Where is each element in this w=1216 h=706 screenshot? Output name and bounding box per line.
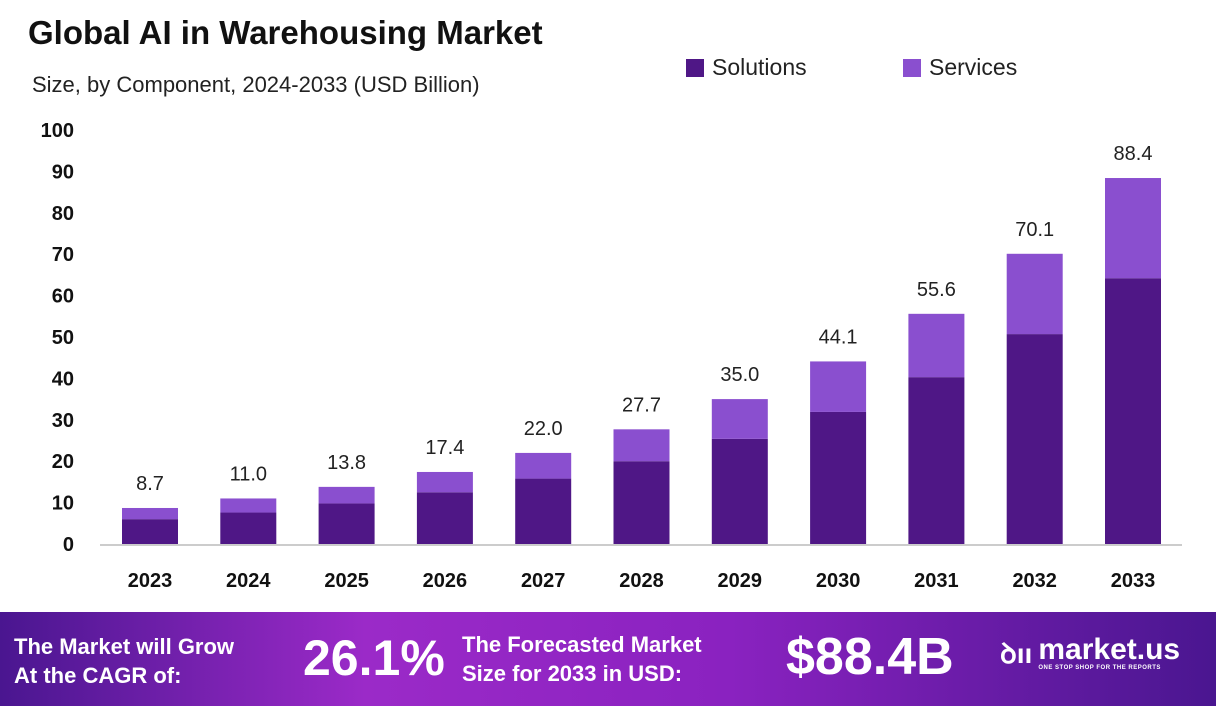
bar-services — [1105, 178, 1161, 279]
data-label-total: 44.1 — [819, 326, 858, 348]
bar-services — [416, 471, 473, 493]
chart-subtitle: Size, by Component, 2024-2033 (USD Billi… — [32, 72, 480, 97]
y-tick-label: 50 — [52, 327, 74, 349]
legend-label: Solutions — [712, 54, 807, 80]
bar-solutions — [416, 492, 473, 544]
x-tick-label: 2024 — [226, 570, 271, 592]
x-tick-label: 2025 — [324, 570, 369, 592]
data-label-total: 55.6 — [917, 279, 956, 301]
forecast-label: The Forecasted Market Size for 2033 in US… — [462, 630, 702, 688]
chart-title: Global AI in Warehousing Market — [28, 14, 543, 51]
summary-banner: The Market will Grow At the CAGR of: 26.1… — [0, 612, 1216, 706]
legend-swatch-solutions — [686, 58, 704, 77]
data-label-total: 22.0 — [524, 418, 563, 440]
data-label-total: 88.4 — [1114, 143, 1153, 165]
bar-services — [810, 361, 867, 412]
bar-services — [220, 498, 277, 513]
cagr-label-line: The Market will Grow — [14, 634, 235, 659]
x-tick-label: 2030 — [816, 570, 861, 592]
bar-solutions — [515, 478, 572, 544]
x-tick-label: 2029 — [718, 570, 763, 592]
bar-services — [711, 399, 768, 439]
logo-icon: ꝺıı — [1000, 638, 1033, 669]
bar-services — [908, 313, 965, 378]
y-tick-label: 70 — [52, 244, 74, 266]
x-tick-label: 2023 — [128, 570, 173, 592]
data-label-total: 8.7 — [136, 473, 164, 495]
x-tick-label: 2027 — [521, 570, 566, 592]
data-label-total: 27.7 — [622, 394, 661, 416]
bar-solutions — [220, 512, 277, 544]
bar-solutions — [810, 411, 867, 544]
bar-services — [515, 452, 572, 479]
bar-solutions — [318, 503, 375, 544]
y-tick-label: 90 — [52, 161, 74, 183]
cagr-value: 26.1% — [303, 630, 445, 686]
x-tick-label: 2031 — [914, 570, 959, 592]
bar-solutions — [908, 377, 965, 544]
data-label-total: 11.0 — [230, 463, 267, 485]
data-label-total: 17.4 — [425, 437, 464, 459]
data-label-total: 70.1 — [1015, 219, 1054, 241]
y-tick-label: 60 — [52, 286, 74, 308]
y-tick-label: 0 — [63, 534, 74, 556]
x-tick-label: 2032 — [1012, 570, 1057, 592]
legend-services: Services — [903, 54, 1017, 81]
bar-solutions — [711, 438, 768, 544]
cagr-label: The Market will Grow At the CAGR of: — [14, 632, 234, 690]
data-label-total: 35.0 — [720, 364, 759, 386]
legend-solutions: Solutions — [686, 54, 807, 81]
bar-solutions — [613, 461, 670, 544]
bar-services — [1006, 253, 1063, 335]
bar-chart: 01020304050607080901008.7202311.0202413.… — [41, 120, 1182, 592]
y-tick-label: 20 — [52, 451, 74, 473]
forecast-label-line: Size for 2033 in USD: — [462, 661, 683, 686]
forecast-value: $88.4B — [786, 628, 954, 686]
bar-services — [613, 429, 670, 462]
legend-label: Services — [929, 54, 1018, 80]
y-tick-label: 40 — [52, 368, 74, 390]
data-label-total: 13.8 — [327, 452, 366, 474]
bar-solutions — [122, 519, 178, 544]
y-tick-label: 30 — [52, 410, 74, 432]
x-tick-label: 2026 — [423, 570, 468, 592]
bar-solutions — [1006, 334, 1063, 544]
logo-name: market.us — [1038, 633, 1181, 666]
x-tick-label: 2033 — [1111, 570, 1156, 592]
forecast-label-line: The Forecasted Market — [462, 632, 702, 657]
y-tick-label: 100 — [41, 120, 74, 142]
market-us-logo: ꝺıı market.us ONE STOP SHOP FOR THE REPOR… — [1000, 634, 1180, 672]
x-tick-label: 2028 — [619, 570, 664, 592]
y-tick-label: 80 — [52, 203, 74, 225]
logo-tagline: ONE STOP SHOP FOR THE REPORTS — [1038, 665, 1161, 671]
bar-services — [318, 486, 375, 504]
cagr-label-line: At the CAGR of: — [14, 663, 182, 688]
y-tick-label: 10 — [52, 493, 74, 515]
bar-solutions — [1105, 278, 1161, 544]
legend-swatch-services — [903, 58, 921, 77]
bar-services — [122, 507, 178, 520]
